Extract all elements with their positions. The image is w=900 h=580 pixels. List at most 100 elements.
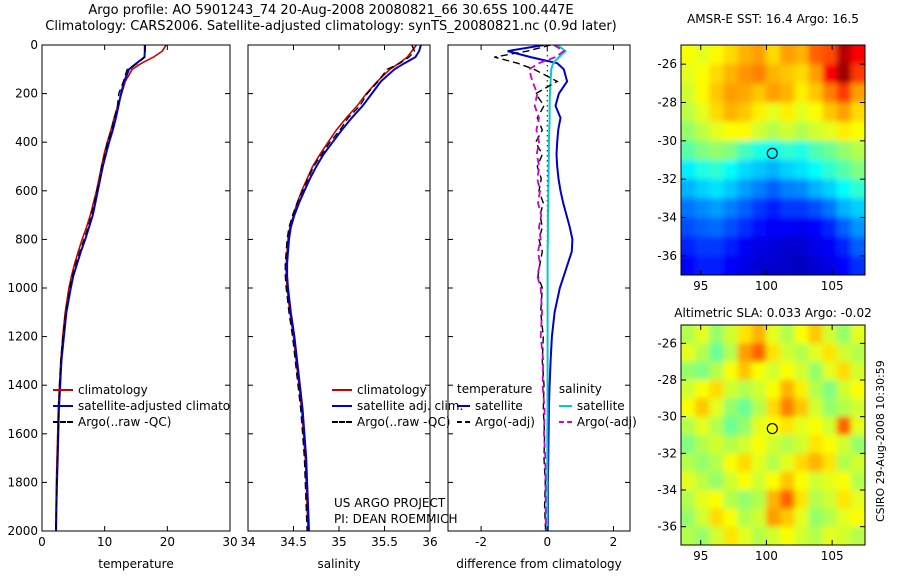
x-tick-label: 35 xyxy=(331,535,346,549)
legend-line-sample xyxy=(332,421,352,423)
x-tick-label: 100 xyxy=(755,549,778,563)
legend-label: climatology xyxy=(357,383,427,397)
legend-label: climatology xyxy=(78,383,148,397)
sla_map-float-marker xyxy=(766,422,778,435)
x-tick-label: -2 xyxy=(475,535,487,549)
series-argo-raw-qc- xyxy=(55,45,147,531)
y-tick-label: 2000 xyxy=(7,524,38,538)
legend-header: temperature xyxy=(457,382,533,396)
y-tick-label: -32 xyxy=(657,446,677,460)
x-tick-label: 105 xyxy=(821,549,844,563)
y-tick-label: 400 xyxy=(15,135,38,149)
y-tick-label: -28 xyxy=(657,373,677,387)
x-tick-label: 36 xyxy=(422,535,437,549)
sla-map-title: Altimetric SLA: 0.033 Argo: -0.02 xyxy=(674,306,872,320)
legend-label: Argo(-adj) xyxy=(576,415,637,429)
y-tick-label: -32 xyxy=(657,172,677,186)
y-tick-label: 1600 xyxy=(7,427,38,441)
x-tick-label: 100 xyxy=(755,279,778,293)
y-tick-label: 200 xyxy=(15,87,38,101)
legend-line-sample xyxy=(332,405,352,407)
salinity-legend: climatology satellite adj. clim. Argo(..ra… xyxy=(332,382,463,430)
figure-title-line2: Climatology: CARS2006. Satellite-adjuste… xyxy=(45,19,617,34)
project-annotation-line2: PI: DEAN ROEMMICH xyxy=(334,512,458,526)
legend-entry: satellite-adjusted climatology xyxy=(53,398,230,414)
project-annotation: US ARGO PROJECT PI: DEAN ROEMMICH xyxy=(334,495,457,527)
series-satellite-adj-clim- xyxy=(286,45,422,531)
credit-text: CSIRO 29-Aug-2008 10:30:59 xyxy=(874,360,887,522)
y-tick-label: -36 xyxy=(657,249,677,263)
temperature-axis-label: temperature xyxy=(98,557,174,571)
legend-label: Argo(..raw -QC) xyxy=(78,415,172,429)
legend-label: satellite-adjusted climatology xyxy=(78,399,230,413)
y-tick-label: 600 xyxy=(15,184,38,198)
legend-line-sample xyxy=(558,421,572,423)
x-tick-label: 95 xyxy=(693,279,708,293)
y-tick-label: 1000 xyxy=(7,281,38,295)
legend-line-sample xyxy=(53,421,73,423)
sla_map: 95 100 105 -26 -28 -30 -32 -34 -36 xyxy=(657,324,866,563)
sst_map-float-marker xyxy=(766,147,778,159)
x-tick-label: 95 xyxy=(693,549,708,563)
x-tick-label: 35.5 xyxy=(371,535,398,549)
series-argo-raw-qc- xyxy=(284,45,416,531)
legend-header: salinity xyxy=(558,382,602,396)
x-tick-label: 0 xyxy=(38,535,46,549)
sst-map-title: AMSR-E SST: 16.4 Argo: 16.5 xyxy=(687,12,859,26)
legend-entry: climatology xyxy=(53,382,230,398)
y-tick-label: 0 xyxy=(30,38,38,52)
y-tick-label: -28 xyxy=(657,96,677,110)
sst_map-field xyxy=(681,45,865,275)
legend-line-sample xyxy=(53,405,73,407)
legend-label: Argo(..raw -QC) xyxy=(357,415,451,429)
x-tick-label: 34.5 xyxy=(280,535,307,549)
legend-entry: Argo(..raw -QC) xyxy=(332,414,463,430)
y-tick-label: 1200 xyxy=(7,330,38,344)
legend-label: satellite adj. clim. xyxy=(357,399,464,413)
y-tick-label: 1400 xyxy=(7,378,38,392)
legend-line-sample xyxy=(332,389,352,391)
legend-entry: satellite xyxy=(457,398,535,414)
x-tick-label: 105 xyxy=(821,279,844,293)
x-tick-label: 0 xyxy=(543,535,551,549)
legend-entry: Argo(..raw -QC) xyxy=(53,414,230,430)
x-tick-label: 30 xyxy=(222,535,237,549)
legend-label: satellite xyxy=(576,399,625,413)
legend-label: Argo(-adj) xyxy=(475,415,535,429)
plot-box xyxy=(680,44,866,276)
y-tick-label: -34 xyxy=(657,211,677,225)
legend-line-sample xyxy=(53,389,73,391)
sst_map: 95 100 105 -26 -28 -30 -32 -34 -36 xyxy=(657,44,866,293)
salinity-axis-label: salinity xyxy=(317,557,361,571)
x-tick-label: 20 xyxy=(160,535,175,549)
x-tick-label: 10 xyxy=(97,535,112,549)
difference-legend: temperature satellite Argo(-adj) salinity sa… xyxy=(457,382,637,430)
series-temperature-satellite xyxy=(507,45,574,531)
y-tick-label: -26 xyxy=(657,336,677,350)
legend-line-sample xyxy=(457,421,470,423)
legend-label: satellite xyxy=(475,399,523,413)
legend-entry: Argo(-adj) xyxy=(457,414,535,430)
legend-entry: satellite adj. clim. xyxy=(332,398,463,414)
salinity_profile: 34 34.5 35 35.5 36 xyxy=(240,44,438,549)
difference-axis-label: difference from climatology xyxy=(456,557,622,571)
y-tick-label: -30 xyxy=(657,134,677,148)
series-salinity-argo-adj- xyxy=(528,45,566,531)
legend-column: temperature satellite Argo(-adj) xyxy=(457,382,535,430)
difference_profile: -2 0 2 xyxy=(447,44,631,549)
x-tick-label: 2 xyxy=(610,535,618,549)
y-tick-label: -36 xyxy=(657,520,677,534)
series-temperature-argo-adj- xyxy=(494,45,559,531)
y-tick-label: -30 xyxy=(657,410,677,424)
legend-line-sample xyxy=(558,405,572,407)
temperature-legend: climatology satellite-adjusted climatolog… xyxy=(53,382,230,430)
y-tick-label: 800 xyxy=(15,232,38,246)
x-tick-label: 34 xyxy=(240,535,255,549)
project-annotation-line1: US ARGO PROJECT xyxy=(334,496,446,510)
legend-entry: satellite xyxy=(558,398,637,414)
figure-title-line1: Argo profile: AO 5901243_74 20-Aug-2008 … xyxy=(88,3,574,18)
temperature_profile: 0 10 20 30 0 200 400 600 800 1000 1200 1400 1600 1800… xyxy=(7,38,237,549)
legend-column: salinity satellite Argo(-adj) xyxy=(558,382,637,430)
